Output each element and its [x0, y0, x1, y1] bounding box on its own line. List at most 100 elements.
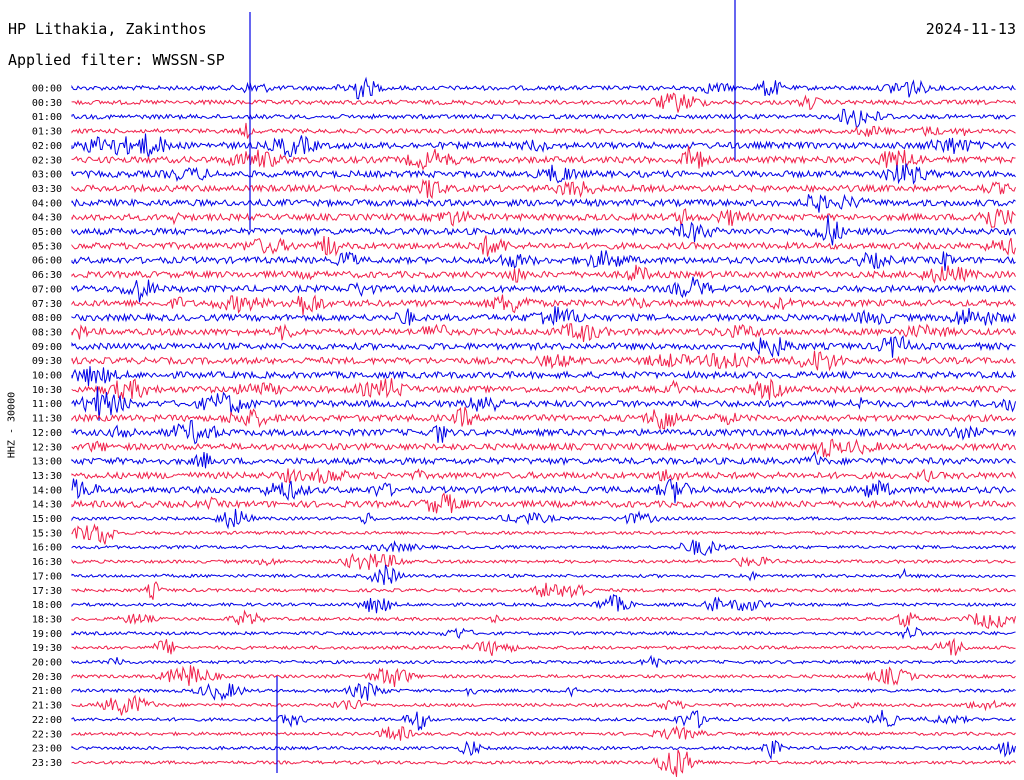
trace-1000: [71, 366, 1016, 387]
trace-0630: [71, 264, 1016, 285]
trace-0230: [71, 145, 1016, 171]
row-label-2330: 23:30: [32, 758, 62, 769]
trace-2330: [71, 749, 1016, 777]
row-label-0100: 01:00: [32, 112, 62, 123]
trace-0530: [71, 235, 1016, 257]
row-label-0630: 06:30: [32, 270, 62, 281]
trace-0500: [71, 215, 1016, 246]
row-label-1630: 16:30: [32, 557, 62, 568]
row-label-1800: 18:00: [32, 600, 62, 611]
row-label-0830: 08:30: [32, 327, 62, 338]
row-label-2300: 23:00: [32, 744, 62, 755]
row-label-2230: 22:30: [32, 729, 62, 740]
row-label-0600: 06:00: [32, 256, 62, 267]
trace-1930: [71, 637, 1016, 656]
row-label-0130: 01:30: [32, 127, 62, 138]
row-label-2130: 21:30: [32, 701, 62, 712]
trace-0330: [71, 178, 1016, 200]
row-label-1100: 11:00: [32, 399, 62, 410]
row-label-1830: 18:30: [32, 614, 62, 625]
trace-1130: [71, 406, 1016, 431]
trace-1400: [71, 478, 1016, 504]
row-label-0030: 00:30: [32, 98, 62, 109]
trace-1030: [71, 378, 1016, 400]
row-label-1000: 10:00: [32, 371, 62, 382]
row-label-0730: 07:30: [32, 299, 62, 310]
trace-1830: [71, 609, 1016, 629]
row-label-0200: 02:00: [32, 141, 62, 152]
trace-1330: [71, 467, 1016, 484]
row-label-1430: 14:30: [32, 500, 62, 511]
row-label-2100: 21:00: [32, 686, 62, 697]
trace-2300: [71, 739, 1016, 761]
row-label-1530: 15:30: [32, 528, 62, 539]
row-label-1900: 19:00: [32, 629, 62, 640]
trace-2230: [71, 725, 1016, 741]
row-label-1400: 14:00: [32, 485, 62, 496]
trace-0930: [71, 350, 1016, 372]
row-label-0500: 05:00: [32, 227, 62, 238]
row-label-1330: 13:30: [32, 471, 62, 482]
row-label-0900: 09:00: [32, 342, 62, 353]
row-label-1300: 13:00: [32, 457, 62, 468]
trace-0130: [71, 122, 1016, 139]
station-title: HP Lithakia, Zakinthos: [8, 20, 207, 38]
row-label-1500: 15:00: [32, 514, 62, 525]
trace-1600: [71, 539, 1016, 556]
row-label-0430: 04:30: [32, 213, 62, 224]
trace-1530: [71, 523, 1016, 545]
trace-2130: [71, 694, 1016, 716]
row-label-1730: 17:30: [32, 586, 62, 597]
trace-0830: [71, 322, 1016, 342]
trace-1230: [71, 438, 1016, 458]
filter-label: Applied filter: WWSSN-SP: [8, 51, 225, 69]
row-label-0700: 07:00: [32, 284, 62, 295]
trace-1430: [71, 492, 1016, 514]
trace-0730: [71, 294, 1016, 316]
trace-1630: [71, 552, 1016, 570]
trace-2000: [71, 654, 1016, 668]
trace-1200: [71, 419, 1016, 445]
trace-1800: [71, 594, 1016, 614]
trace-0800: [71, 306, 1016, 327]
row-label-0330: 03:30: [32, 184, 62, 195]
row-label-1600: 16:00: [32, 543, 62, 554]
row-label-2000: 20:00: [32, 658, 62, 669]
row-label-1030: 10:30: [32, 385, 62, 396]
row-label-2200: 22:00: [32, 715, 62, 726]
row-label-1230: 12:30: [32, 442, 62, 453]
row-label-0800: 08:00: [32, 313, 62, 324]
row-label-1700: 17:00: [32, 571, 62, 582]
trace-1700: [71, 564, 1016, 585]
trace-1900: [71, 626, 1016, 640]
row-label-2030: 20:30: [32, 672, 62, 683]
trace-0900: [71, 335, 1016, 358]
row-label-0400: 04:00: [32, 198, 62, 209]
row-label-0230: 02:30: [32, 155, 62, 166]
trace-1300: [71, 450, 1016, 469]
trace-0300: [71, 163, 1016, 185]
trace-0430: [71, 208, 1016, 228]
row-label-0530: 05:30: [32, 241, 62, 252]
trace-0700: [71, 276, 1016, 303]
row-label-1930: 19:30: [32, 643, 62, 654]
row-label-0300: 03:00: [32, 170, 62, 181]
trace-1730: [71, 581, 1016, 600]
trace-0600: [71, 250, 1016, 271]
trace-2030: [71, 665, 1016, 688]
date-label: 2024-11-13: [925, 20, 1016, 38]
row-label-0930: 09:30: [32, 356, 62, 367]
trace-0000: [71, 76, 1016, 100]
trace-2200: [71, 709, 1016, 731]
trace-2100: [71, 681, 1016, 702]
trace-1100: [71, 386, 1016, 421]
row-label-1130: 11:30: [32, 414, 62, 425]
trace-1500: [71, 508, 1016, 530]
row-label-0000: 00:00: [32, 84, 62, 95]
trace-0200: [71, 133, 1016, 158]
row-label-1200: 12:00: [32, 428, 62, 439]
trace-0030: [71, 92, 1016, 113]
trace-0100: [71, 108, 1016, 129]
trace-0400: [71, 193, 1016, 213]
